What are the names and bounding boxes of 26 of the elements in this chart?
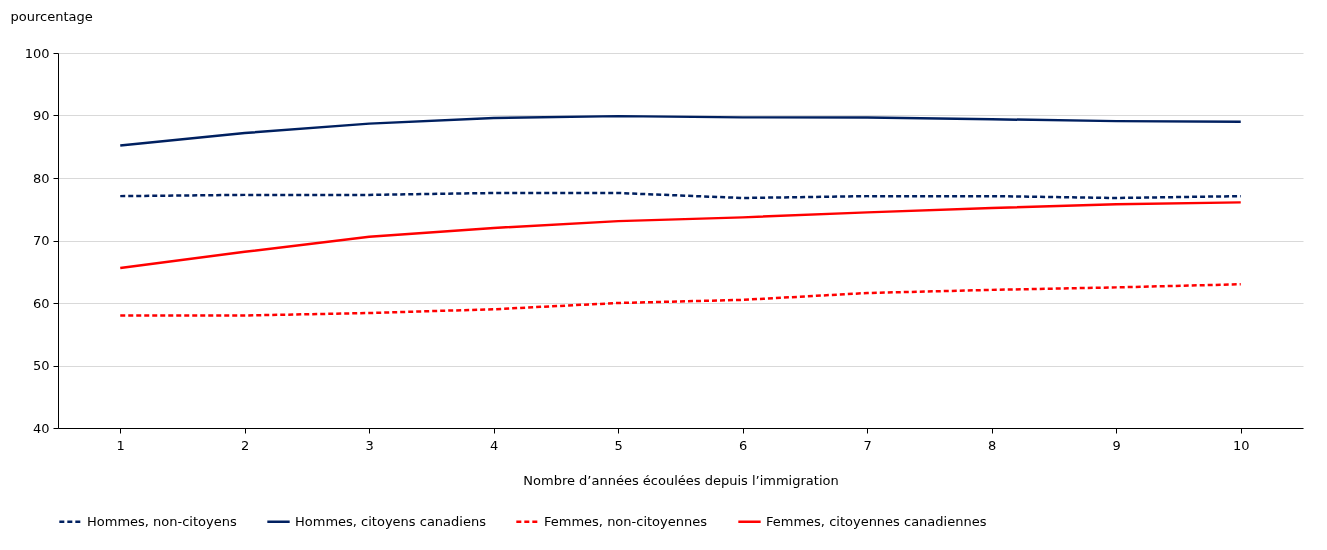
line-series [119, 201, 1242, 270]
x-axis-title: Nombre d’années écoulées depuis l’immigration [523, 472, 839, 488]
x-tick-label: 3 [365, 437, 374, 453]
y-tick-label: 80 [32, 170, 50, 186]
line-series [119, 114, 1242, 147]
y-tick-label: 70 [32, 233, 50, 248]
y-tick-label: 90 [32, 108, 50, 123]
x-tick-label: 5 [614, 437, 623, 453]
y-tick-label: 60 [32, 295, 50, 311]
x-tick-label: 10 [1232, 437, 1250, 453]
y-tick-label: 100 [24, 45, 50, 61]
legend-label: Hommes, non-citoyens [87, 513, 237, 529]
x-tick-label: 9 [1112, 437, 1121, 453]
x-tick-label: 6 [739, 437, 748, 453]
legend-label: Femmes, citoyennes canadiennes [766, 513, 987, 529]
x-tick-label: 4 [490, 437, 499, 453]
y-axis-title: pourcentage [10, 8, 93, 24]
y-tick-label: 50 [32, 358, 50, 373]
x-tick-label: 8 [988, 437, 997, 453]
x-tick-label: 7 [863, 437, 872, 453]
x-tick-label: 2 [241, 437, 250, 453]
x-tick-label: 1 [116, 437, 125, 453]
legend-label: Femmes, non-citoyennes [544, 513, 708, 529]
y-tick-label: 40 [32, 420, 50, 436]
line-series [119, 283, 1242, 317]
legend-label: Hommes, citoyens canadiens [295, 513, 487, 529]
